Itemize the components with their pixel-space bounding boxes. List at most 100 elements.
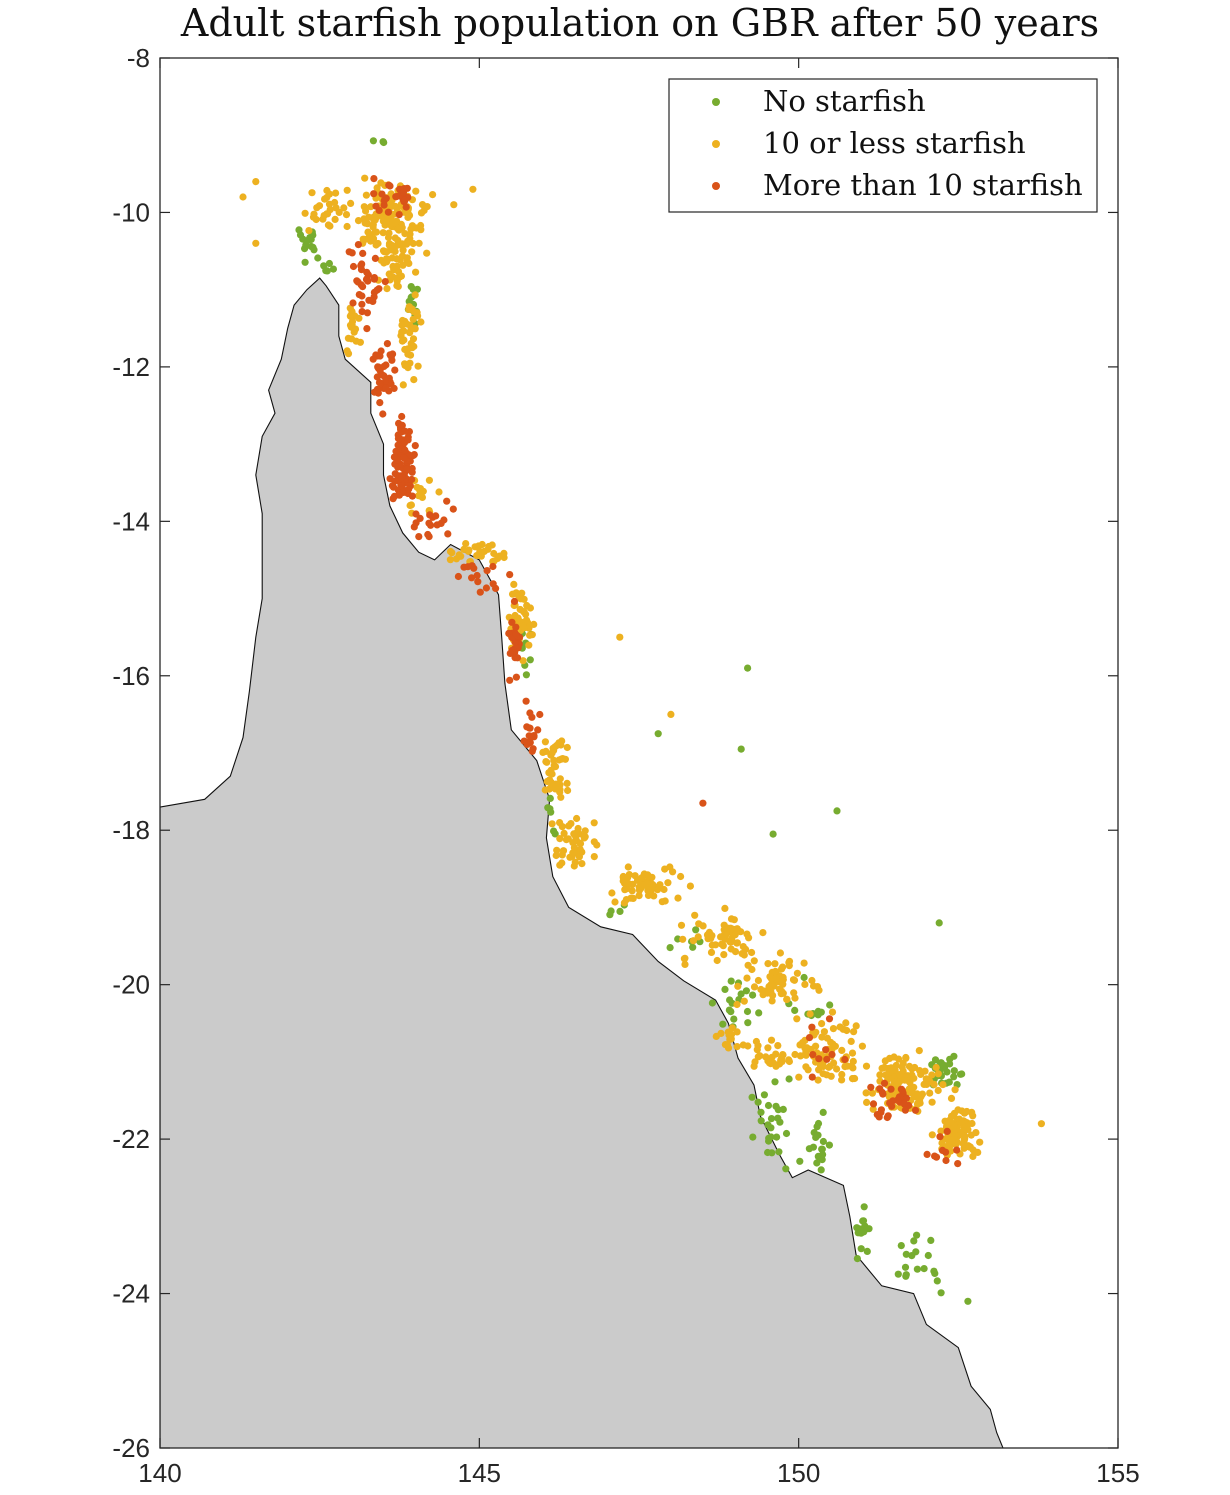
point-no-starfish — [937, 1289, 945, 1297]
legend: No starfish 10 or less starfish More than … — [668, 78, 1098, 213]
point-more-than-10-starfish — [534, 726, 542, 734]
point-no-starfish — [743, 1007, 752, 1016]
legend-marker — [712, 98, 720, 106]
point-no-starfish — [950, 1067, 958, 1075]
point-more-than-10-starfish — [483, 567, 491, 575]
point-more-than-10-starfish — [954, 1160, 962, 1168]
point-more-than-10-starfish — [433, 521, 441, 529]
point-more-than-10-starfish — [867, 1083, 875, 1091]
point-10-or-less-starfish — [407, 325, 415, 334]
point-10-or-less-starfish — [848, 1049, 857, 1057]
point-10-or-less-starfish — [564, 786, 572, 795]
point-10-or-less-starfish — [399, 261, 407, 269]
point-10-or-less-starfish — [789, 976, 798, 984]
point-10-or-less-starfish — [686, 882, 695, 890]
point-10-or-less-starfish — [593, 841, 601, 849]
point-10-or-less-starfish — [399, 246, 407, 254]
point-10-or-less-starfish — [406, 501, 414, 510]
point-10-or-less-starfish — [622, 896, 631, 904]
point-10-or-less-starfish — [556, 775, 564, 783]
coastline — [160, 277, 1004, 1448]
point-no-starfish — [708, 999, 717, 1007]
point-10-or-less-starfish — [473, 552, 481, 560]
point-more-than-10-starfish — [522, 697, 530, 705]
point-no-starfish — [819, 1108, 827, 1116]
point-10-or-less-starfish — [446, 556, 454, 564]
point-more-than-10-starfish — [416, 514, 424, 523]
point-more-than-10-starfish — [512, 673, 521, 681]
point-10-or-less-starfish — [542, 747, 550, 756]
point-10-or-less-starfish — [381, 221, 389, 229]
point-10-or-less-starfish — [813, 983, 822, 991]
point-10-or-less-starfish — [723, 1041, 732, 1049]
point-10-or-less-starfish — [446, 547, 455, 556]
point-no-starfish — [409, 285, 417, 293]
point-10-or-less-starfish — [748, 965, 756, 974]
point-10-or-less-starfish — [759, 929, 767, 937]
point-10-or-less-starfish — [681, 954, 689, 962]
point-more-than-10-starfish — [815, 1055, 823, 1063]
point-10-or-less-starfish — [839, 1025, 847, 1033]
point-more-than-10-starfish — [901, 1106, 910, 1114]
point-10-or-less-starfish — [948, 1137, 956, 1145]
point-10-or-less-starfish — [573, 814, 581, 823]
point-more-than-10-starfish — [370, 275, 378, 283]
point-more-than-10-starfish — [841, 1055, 849, 1064]
point-more-than-10-starfish — [887, 1085, 895, 1093]
point-more-than-10-starfish — [902, 1094, 911, 1102]
point-more-than-10-starfish — [392, 193, 400, 201]
point-10-or-less-starfish — [464, 547, 473, 556]
point-more-than-10-starfish — [823, 1055, 831, 1063]
point-more-than-10-starfish — [380, 197, 388, 205]
point-10-or-less-starfish — [309, 213, 318, 221]
point-10-or-less-starfish — [922, 1075, 930, 1083]
point-more-than-10-starfish — [372, 202, 380, 210]
point-10-or-less-starfish — [823, 1034, 831, 1042]
point-10-or-less-starfish — [398, 240, 406, 248]
point-more-than-10-starfish — [889, 1097, 897, 1105]
point-10-or-less-starfish — [868, 1089, 877, 1097]
point-10-or-less-starfish — [667, 710, 675, 719]
point-no-starfish — [299, 235, 307, 243]
point-10-or-less-starfish — [407, 225, 415, 233]
point-10-or-less-starfish — [928, 1098, 936, 1106]
point-10-or-less-starfish — [888, 1066, 896, 1074]
point-10-or-less-starfish — [367, 237, 375, 245]
point-10-or-less-starfish — [743, 974, 751, 982]
point-more-than-10-starfish — [401, 427, 409, 435]
point-10-or-less-starfish — [734, 982, 742, 990]
point-more-than-10-starfish — [381, 278, 389, 286]
point-10-or-less-starfish — [624, 873, 632, 882]
point-10-or-less-starfish — [563, 779, 571, 788]
y-tick-label: -18 — [112, 815, 150, 845]
point-more-than-10-starfish — [348, 249, 356, 257]
point-10-or-less-starfish — [561, 755, 570, 763]
point-10-or-less-starfish — [699, 922, 707, 930]
point-more-than-10-starfish — [805, 1034, 814, 1042]
point-10-or-less-starfish — [819, 1062, 827, 1071]
point-10-or-less-starfish — [779, 963, 787, 971]
point-10-or-less-starfish — [608, 889, 616, 897]
point-10-or-less-starfish — [629, 880, 637, 888]
point-10-or-less-starfish — [934, 1086, 942, 1095]
point-10-or-less-starfish — [833, 1065, 841, 1073]
point-10-or-less-starfish — [740, 951, 748, 959]
point-10-or-less-starfish — [750, 983, 759, 991]
point-10-or-less-starfish — [362, 207, 370, 215]
point-more-than-10-starfish — [392, 447, 400, 455]
point-no-starfish — [755, 1009, 763, 1017]
point-10-or-less-starfish — [779, 973, 787, 982]
point-no-starfish — [719, 1020, 727, 1028]
point-10-or-less-starfish — [740, 997, 748, 1005]
point-10-or-less-starfish — [717, 1029, 725, 1037]
point-no-starfish — [863, 1225, 871, 1233]
point-10-or-less-starfish — [969, 1146, 977, 1154]
point-10-or-less-starfish — [541, 738, 550, 746]
point-10-or-less-starfish — [526, 631, 534, 639]
point-10-or-less-starfish — [964, 1125, 972, 1134]
point-no-starfish — [737, 990, 745, 998]
point-10-or-less-starfish — [343, 186, 351, 194]
point-more-than-10-starfish — [363, 325, 371, 333]
point-10-or-less-starfish — [570, 862, 578, 870]
point-10-or-less-starfish — [550, 756, 558, 764]
